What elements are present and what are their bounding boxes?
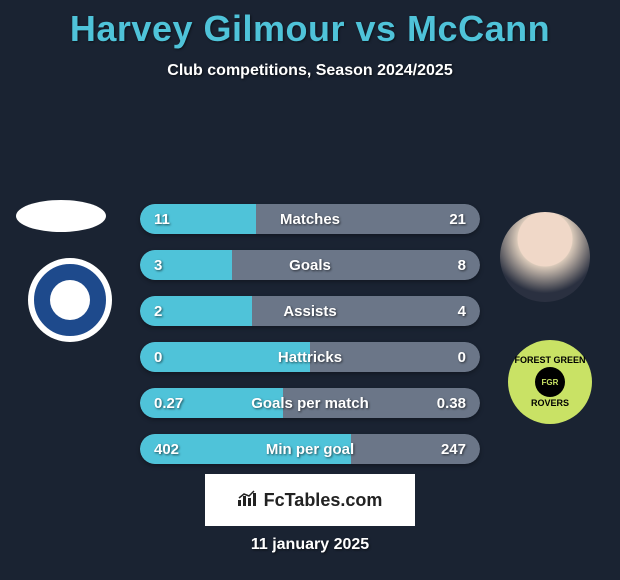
club-left-badge-inner <box>50 280 90 320</box>
stat-value-right: 0.38 <box>437 395 466 412</box>
stat-row: 11Matches21 <box>140 204 480 234</box>
stat-label: Assists <box>140 303 480 320</box>
stat-value-right: 8 <box>458 257 466 274</box>
player-left-avatar <box>16 200 106 232</box>
stat-row: 402Min per goal247 <box>140 434 480 464</box>
brand-chart-icon <box>238 490 258 511</box>
stat-row: 0Hattricks0 <box>140 342 480 372</box>
stat-row: 3Goals8 <box>140 250 480 280</box>
stat-label: Matches <box>140 211 480 228</box>
stat-label: Goals per match <box>140 395 480 412</box>
stat-label: Min per goal <box>140 441 480 458</box>
stat-value-right: 21 <box>449 211 466 228</box>
brand-text: FcTables.com <box>264 490 383 511</box>
stats-list: 11Matches21 3Goals8 2Assists4 0Hattricks0 0.… <box>140 204 480 480</box>
stat-value-right: 4 <box>458 303 466 320</box>
brand-logo: FcTables.com <box>205 474 415 526</box>
club-left-badge <box>28 258 112 342</box>
stat-value-right: 247 <box>441 441 466 458</box>
stat-label: Goals <box>140 257 480 274</box>
club-right-center: FGR <box>535 367 565 397</box>
stat-row: 0.27Goals per match0.38 <box>140 388 480 418</box>
club-right-text-bottom: ROVERS <box>531 399 569 408</box>
stat-row: 2Assists4 <box>140 296 480 326</box>
stat-label: Hattricks <box>140 349 480 366</box>
stat-value-right: 0 <box>458 349 466 366</box>
player-right-avatar <box>500 212 590 302</box>
page-title: Harvey Gilmour vs McCann <box>0 0 620 50</box>
club-right-text-top: FOREST GREEN <box>514 356 585 365</box>
club-right-badge: FOREST GREEN FGR ROVERS <box>508 340 592 424</box>
footer-date: 11 january 2025 <box>0 536 620 554</box>
subtitle: Club competitions, Season 2024/2025 <box>0 62 620 80</box>
